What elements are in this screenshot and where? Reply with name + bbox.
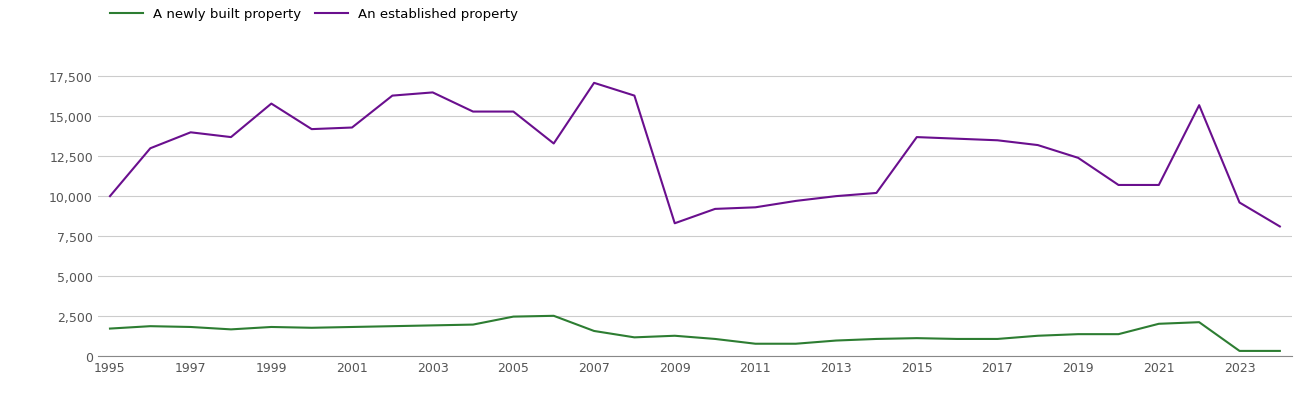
An established property	[425, 91, 441, 96]
A newly built property	[345, 325, 360, 330]
An established property	[949, 137, 964, 142]
A newly built property	[142, 324, 158, 329]
An established property	[142, 146, 158, 151]
An established property	[910, 135, 925, 140]
An established property	[748, 205, 763, 210]
Legend: A newly built property, An established property: A newly built property, An established p…	[104, 3, 523, 27]
An established property	[545, 142, 561, 146]
A newly built property	[667, 333, 683, 338]
A newly built property	[910, 336, 925, 341]
A newly built property	[223, 327, 239, 332]
A newly built property	[1111, 332, 1126, 337]
A newly built property	[1070, 332, 1086, 337]
An established property	[1111, 183, 1126, 188]
A newly built property	[829, 338, 844, 343]
An established property	[1151, 183, 1167, 188]
Line: A newly built property: A newly built property	[110, 316, 1280, 351]
A newly built property	[1030, 333, 1045, 338]
An established property	[869, 191, 885, 196]
An established property	[102, 194, 117, 199]
An established property	[385, 94, 401, 99]
A newly built property	[748, 342, 763, 346]
A newly built property	[545, 314, 561, 319]
A newly built property	[1151, 321, 1167, 326]
A newly built property	[264, 325, 279, 330]
A newly built property	[1191, 320, 1207, 325]
A newly built property	[505, 315, 521, 319]
An established property	[1191, 103, 1207, 108]
An established property	[183, 130, 198, 135]
A newly built property	[1232, 348, 1248, 353]
A newly built property	[102, 326, 117, 331]
An established property	[1272, 225, 1288, 229]
A newly built property	[465, 322, 480, 327]
An established property	[667, 221, 683, 226]
A newly built property	[788, 342, 804, 346]
A newly built property	[304, 326, 320, 330]
A newly built property	[425, 323, 441, 328]
An established property	[223, 135, 239, 140]
A newly built property	[707, 337, 723, 342]
A newly built property	[183, 325, 198, 330]
An established property	[1030, 143, 1045, 148]
An established property	[626, 94, 642, 99]
An established property	[788, 199, 804, 204]
Line: An established property: An established property	[110, 83, 1280, 227]
A newly built property	[1272, 348, 1288, 353]
A newly built property	[989, 337, 1005, 342]
A newly built property	[626, 335, 642, 340]
An established property	[264, 102, 279, 107]
A newly built property	[385, 324, 401, 329]
An established property	[707, 207, 723, 212]
An established property	[989, 139, 1005, 144]
An established property	[345, 126, 360, 130]
An established property	[505, 110, 521, 115]
An established property	[1232, 200, 1248, 205]
An established property	[829, 194, 844, 199]
An established property	[1070, 156, 1086, 161]
A newly built property	[949, 337, 964, 342]
An established property	[586, 81, 602, 86]
A newly built property	[586, 329, 602, 334]
An established property	[304, 127, 320, 132]
An established property	[465, 110, 480, 115]
A newly built property	[869, 337, 885, 342]
